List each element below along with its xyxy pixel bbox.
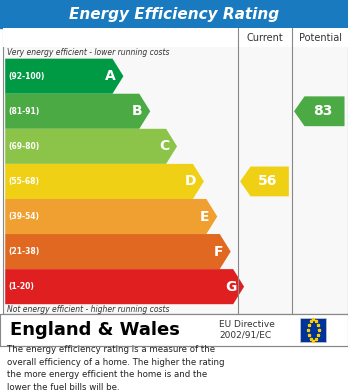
Text: Not energy efficient - higher running costs: Not energy efficient - higher running co… [7,305,169,314]
Text: Very energy efficient - lower running costs: Very energy efficient - lower running co… [7,48,169,57]
Text: 56: 56 [258,174,278,188]
Text: (92-100): (92-100) [8,72,45,81]
Text: Energy Efficiency Rating: Energy Efficiency Rating [69,7,279,22]
Polygon shape [5,234,231,269]
Text: C: C [159,139,169,153]
Bar [0,314,348,346]
Bar [300,318,326,342]
Text: A: A [105,69,116,83]
Text: The energy efficiency rating is a measure of the
overall efficiency of a home. T: The energy efficiency rating is a measur… [7,345,224,391]
Text: England & Wales: England & Wales [10,321,180,339]
Text: D: D [185,174,196,188]
Text: F: F [214,245,223,258]
Polygon shape [240,167,289,196]
Text: (81-91): (81-91) [8,107,39,116]
Text: E: E [200,210,209,224]
Text: B: B [132,104,143,118]
Text: (1-20): (1-20) [8,282,34,291]
Text: EU Directive
2002/91/EC: EU Directive 2002/91/EC [219,320,275,340]
Polygon shape [5,129,177,164]
Polygon shape [294,96,345,126]
Text: (69-80): (69-80) [8,142,39,151]
Polygon shape [5,199,217,234]
Polygon shape [5,94,150,129]
Text: (39-54): (39-54) [8,212,39,221]
Bar [0,0,348,28]
Text: G: G [225,280,236,294]
Polygon shape [5,269,244,304]
Text: (55-68): (55-68) [8,177,39,186]
Text: 83: 83 [313,104,332,118]
Text: Potential: Potential [299,32,342,43]
Bar [3,28,348,314]
Polygon shape [5,164,204,199]
Text: (21-38): (21-38) [8,247,39,256]
Polygon shape [5,59,124,94]
Text: Current: Current [247,32,284,43]
Bar [3,28,348,47]
